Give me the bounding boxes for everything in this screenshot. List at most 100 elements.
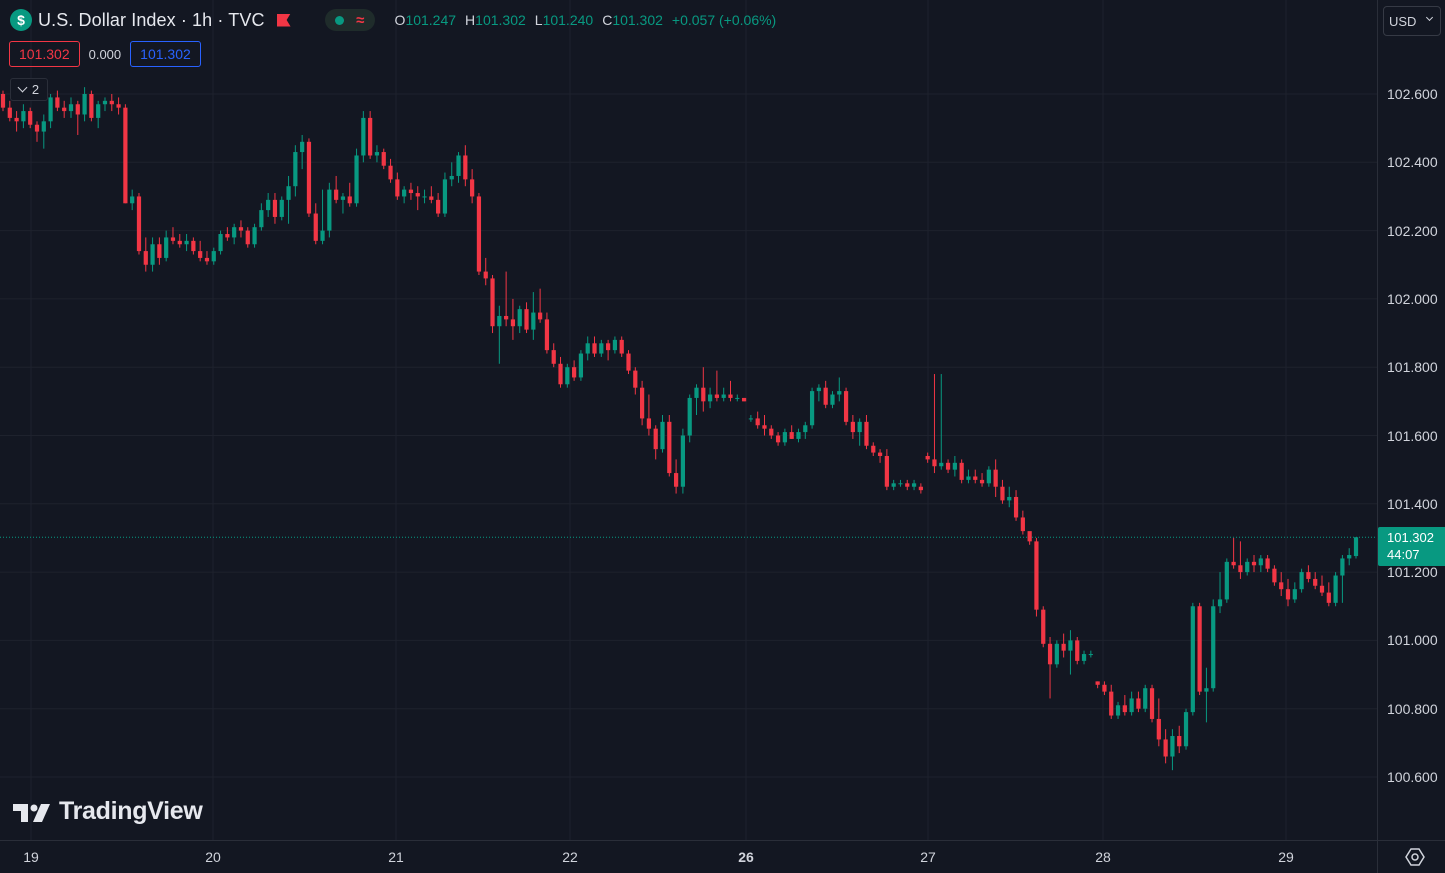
candle-body[interactable] bbox=[701, 387, 706, 402]
candle-body[interactable] bbox=[347, 196, 352, 204]
flag-icon[interactable] bbox=[276, 13, 291, 27]
candle-body[interactable] bbox=[28, 111, 33, 125]
candle-body[interactable] bbox=[211, 251, 216, 262]
candle-body[interactable] bbox=[911, 483, 917, 487]
candle-body[interactable] bbox=[830, 394, 835, 405]
candle-body[interactable] bbox=[959, 462, 964, 480]
candle-body[interactable] bbox=[925, 455, 930, 460]
candle-body[interactable] bbox=[531, 312, 536, 330]
candle-body[interactable] bbox=[721, 394, 726, 398]
candle-body[interactable] bbox=[633, 370, 638, 388]
candle-body[interactable] bbox=[572, 367, 577, 378]
candle-body[interactable] bbox=[1149, 688, 1155, 719]
candle-body[interactable] bbox=[565, 367, 570, 385]
candle-body[interactable] bbox=[1129, 698, 1134, 713]
candle-body[interactable] bbox=[837, 391, 842, 395]
candle-body[interactable] bbox=[368, 117, 373, 156]
candle-body[interactable] bbox=[551, 350, 556, 364]
candle-body[interactable] bbox=[741, 397, 747, 402]
candle-body[interactable] bbox=[272, 199, 278, 217]
candle-body[interactable] bbox=[1054, 643, 1059, 665]
candle-body[interactable] bbox=[1272, 568, 1277, 583]
candle-body[interactable] bbox=[1061, 643, 1066, 651]
candle-body[interactable] bbox=[395, 179, 400, 197]
candle-body[interactable] bbox=[646, 418, 652, 429]
candle-body[interactable] bbox=[680, 435, 686, 487]
candle-body[interactable] bbox=[130, 196, 135, 204]
candle-body[interactable] bbox=[388, 165, 393, 180]
candle-body[interactable] bbox=[898, 483, 903, 485]
candle-body[interactable] bbox=[442, 179, 448, 214]
candle-body[interactable] bbox=[204, 257, 210, 262]
candle-body[interactable] bbox=[300, 141, 305, 153]
candle-body[interactable] bbox=[871, 445, 876, 453]
candle-body[interactable] bbox=[524, 309, 529, 330]
candle-body[interactable] bbox=[164, 237, 169, 258]
candle-body[interactable] bbox=[755, 418, 760, 426]
candle-body[interactable] bbox=[1265, 558, 1270, 569]
candle-body[interactable] bbox=[952, 462, 957, 470]
candle-body[interactable] bbox=[626, 353, 631, 371]
candle-body[interactable] bbox=[116, 104, 121, 108]
candle-body[interactable] bbox=[361, 117, 366, 156]
candle-body[interactable] bbox=[96, 104, 101, 118]
candle-body[interactable] bbox=[782, 432, 787, 443]
candle-body[interactable] bbox=[449, 175, 454, 180]
candle-body[interactable] bbox=[14, 117, 19, 122]
candle-body[interactable] bbox=[170, 237, 176, 241]
candle-body[interactable] bbox=[476, 196, 482, 272]
candle-body[interactable] bbox=[877, 452, 883, 456]
candle-body[interactable] bbox=[402, 189, 407, 197]
candle-body[interactable] bbox=[1122, 705, 1127, 713]
tradingview-logo[interactable]: TradingView bbox=[13, 797, 203, 826]
candle-body[interactable] bbox=[592, 343, 597, 354]
candle-body[interactable] bbox=[109, 100, 114, 105]
candle-body[interactable] bbox=[279, 199, 284, 217]
candle-body[interactable] bbox=[143, 251, 148, 265]
candle-body[interactable] bbox=[1299, 572, 1304, 590]
candle-body[interactable] bbox=[157, 244, 162, 258]
candle-body[interactable] bbox=[136, 196, 142, 252]
candle-body[interactable] bbox=[191, 240, 196, 252]
candle-body[interactable] bbox=[1251, 561, 1257, 566]
candle-body[interactable] bbox=[429, 196, 434, 200]
candle-body[interactable] bbox=[1143, 688, 1148, 709]
candle-body[interactable] bbox=[707, 394, 713, 402]
candle-body[interactable] bbox=[184, 240, 189, 245]
candle-body[interactable] bbox=[504, 315, 509, 320]
candle-body[interactable] bbox=[973, 476, 978, 480]
settings-icon[interactable] bbox=[1404, 846, 1426, 868]
candle-body[interactable] bbox=[1285, 589, 1291, 600]
candle-body[interactable] bbox=[232, 227, 237, 238]
candle-body[interactable] bbox=[660, 421, 665, 450]
candle-body[interactable] bbox=[1190, 606, 1195, 713]
candle-body[interactable] bbox=[82, 94, 87, 115]
candle-body[interactable] bbox=[986, 469, 991, 484]
candle-body[interactable] bbox=[667, 421, 672, 474]
candle-body[interactable] bbox=[1313, 578, 1318, 586]
candle-body[interactable] bbox=[62, 107, 67, 112]
candle-body[interactable] bbox=[1013, 496, 1019, 518]
candle-body[interactable] bbox=[470, 179, 475, 197]
candle-body[interactable] bbox=[966, 476, 971, 480]
candle-body[interactable] bbox=[789, 432, 794, 439]
candle-body[interactable] bbox=[68, 104, 74, 112]
candle-body[interactable] bbox=[102, 100, 108, 105]
candle-body[interactable] bbox=[639, 387, 645, 419]
symbol-title[interactable]: U.S. Dollar Index · 1h · TVC bbox=[38, 9, 265, 30]
candle-body[interactable] bbox=[1000, 486, 1005, 501]
candle-body[interactable] bbox=[381, 152, 386, 166]
candle-body[interactable] bbox=[775, 435, 781, 443]
candle-body[interactable] bbox=[75, 104, 80, 115]
candle-body[interactable] bbox=[1027, 531, 1032, 542]
candle-body[interactable] bbox=[653, 428, 658, 450]
candle-body[interactable] bbox=[1333, 575, 1338, 603]
candle-body[interactable] bbox=[748, 418, 753, 420]
candle-body[interactable] bbox=[728, 394, 733, 398]
candle-body[interactable] bbox=[177, 240, 182, 245]
candle-body[interactable] bbox=[1007, 496, 1012, 501]
candle-body[interactable] bbox=[1115, 705, 1121, 716]
candle-body[interactable] bbox=[1224, 561, 1229, 600]
candle-body[interactable] bbox=[1020, 517, 1025, 532]
candle-body[interactable] bbox=[408, 189, 414, 194]
